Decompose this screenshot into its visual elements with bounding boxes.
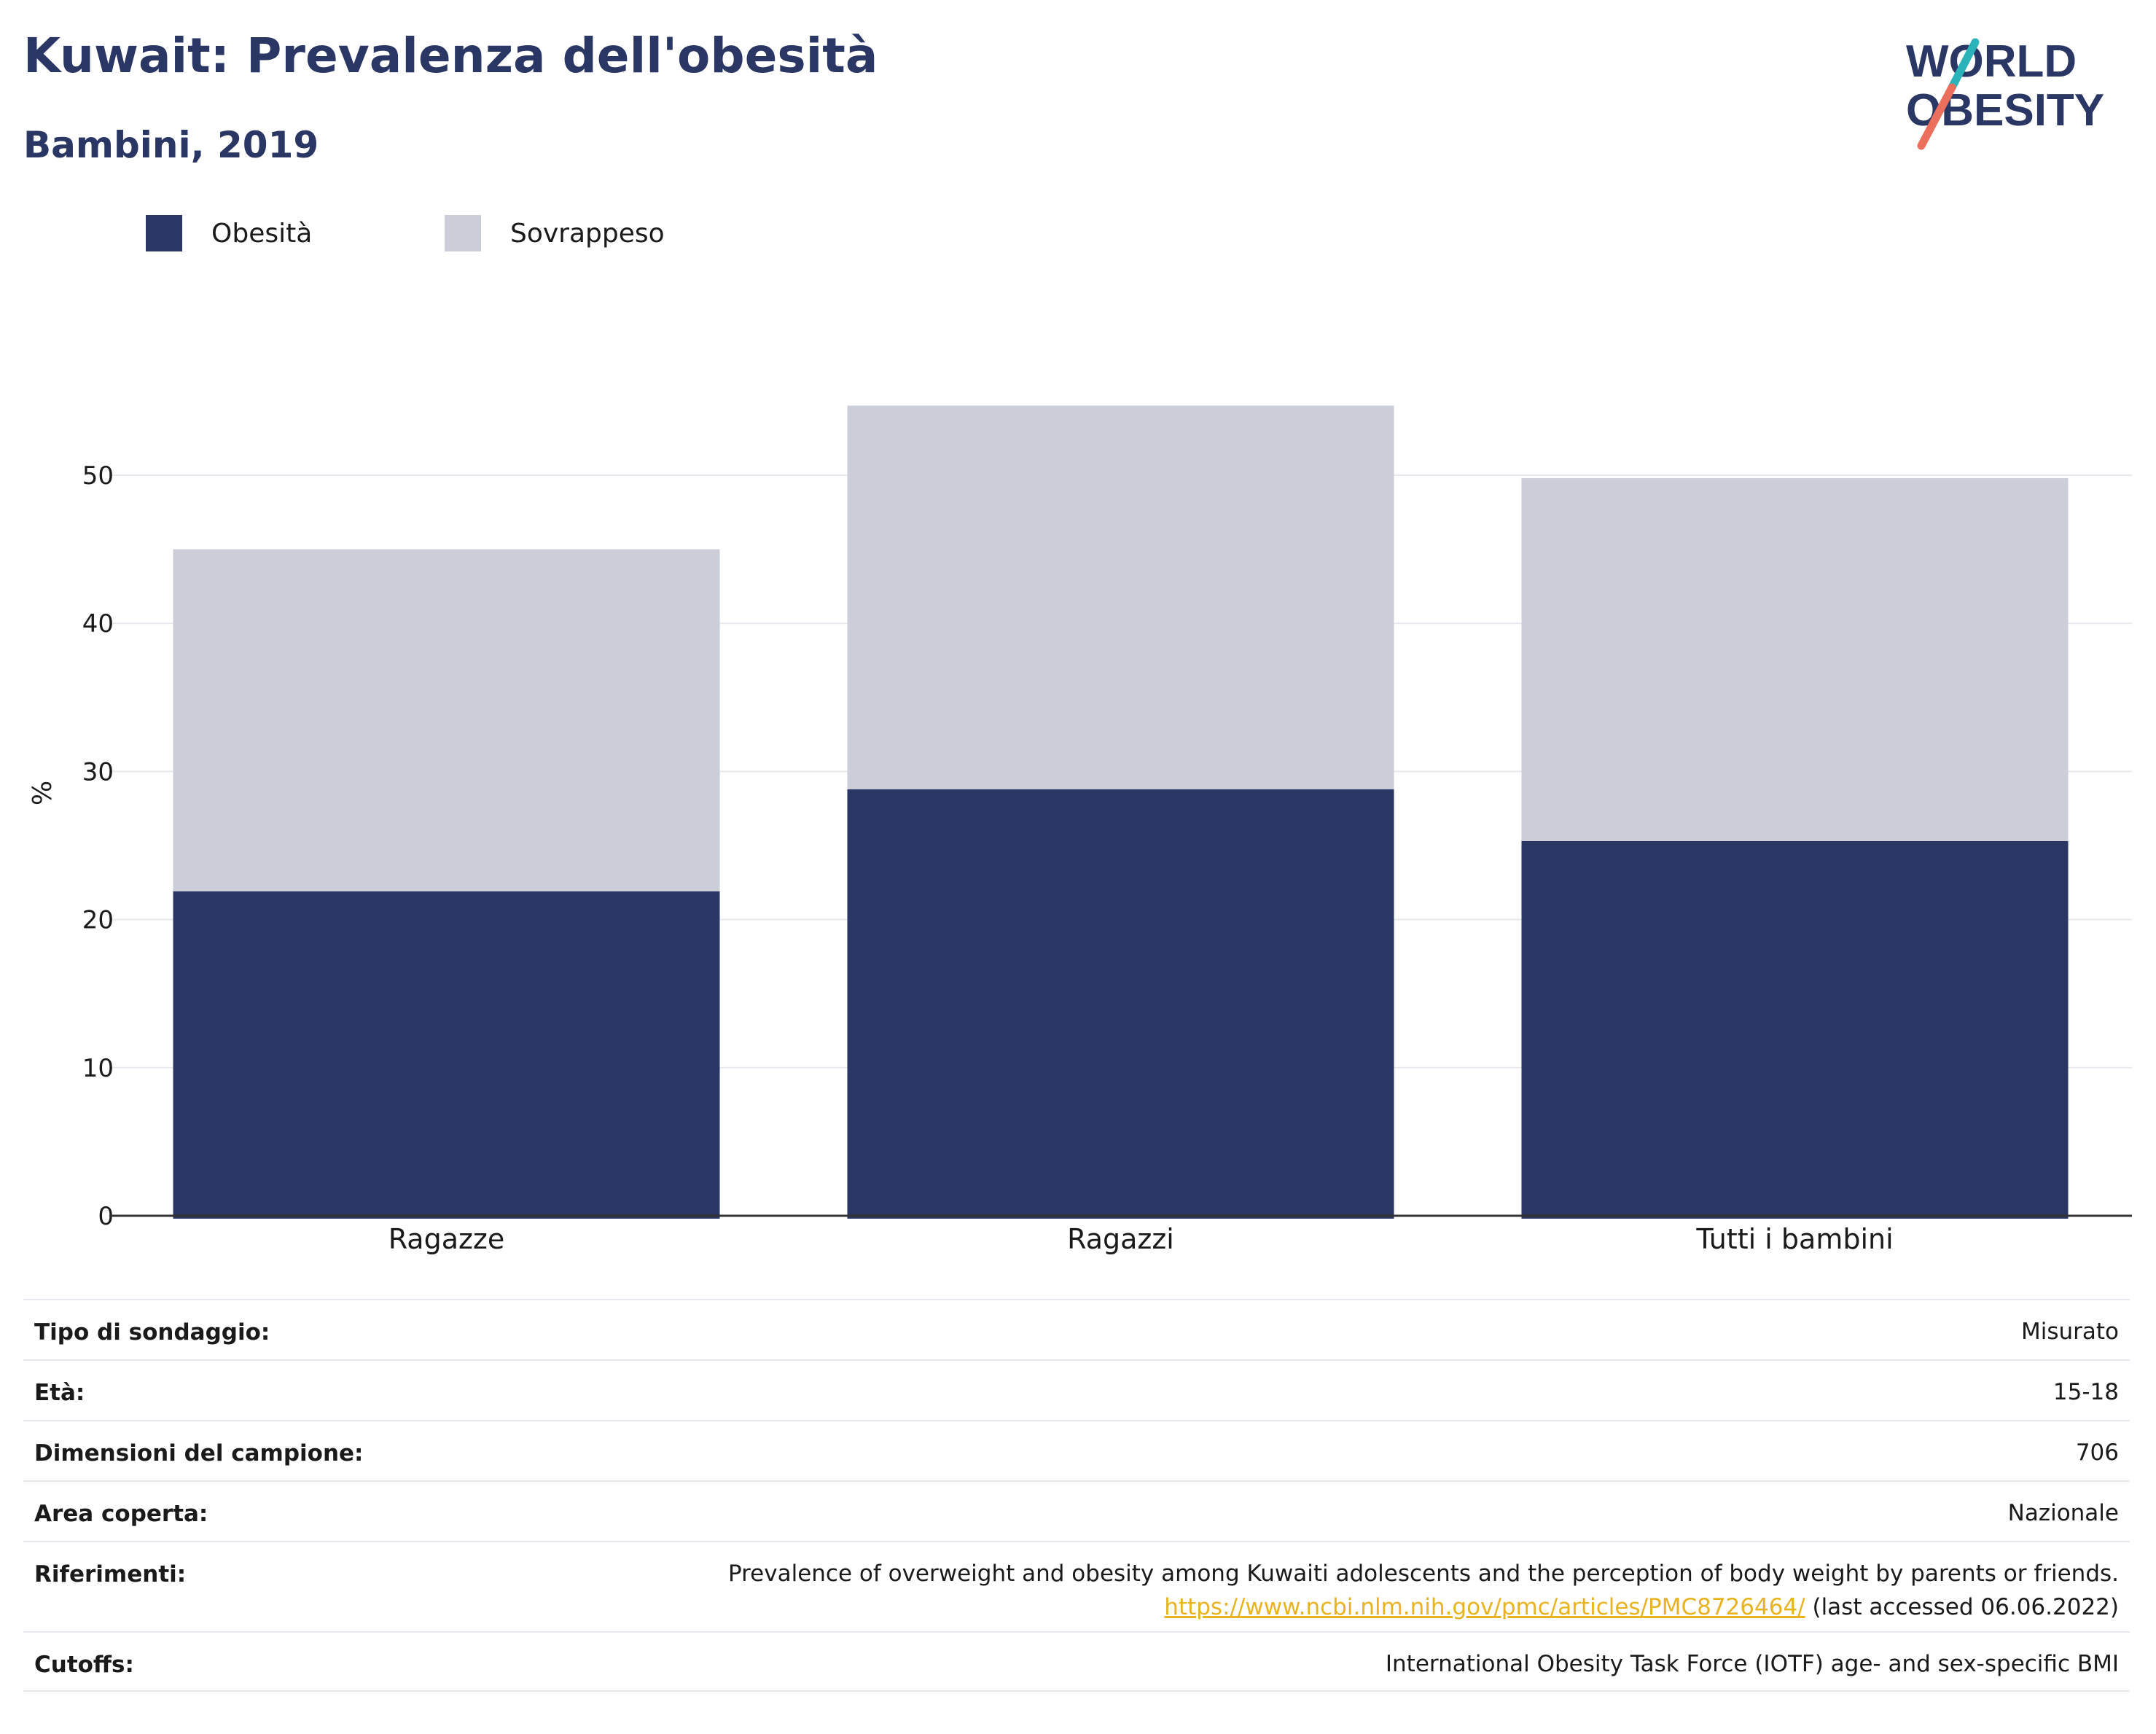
x-tick-label-2: Ragazzi <box>1067 1223 1174 1255</box>
meta-value-references: Prevalence of overweight and obesity amo… <box>728 1557 2119 1624</box>
y-tick-label-0: 0 <box>98 1202 114 1231</box>
meta-label-sample-size: Dimensioni del campione: <box>34 1440 364 1467</box>
meta-value-area: Nazionale <box>2007 1500 2119 1526</box>
survey-details-table: Tipo di sondaggio: Misurato Età: 15-18 D… <box>23 1299 2130 1692</box>
x-tick-label-1: Ragazze <box>388 1223 505 1255</box>
y-tick-label-10: 10 <box>82 1054 114 1083</box>
meta-label-age: Età: <box>34 1380 85 1406</box>
meta-label-cutoffs: Cutoffs: <box>34 1652 134 1678</box>
meta-row-cutoffs: Cutoffs: International Obesity Task Forc… <box>23 1631 2130 1692</box>
y-tick-label-20: 20 <box>82 906 114 935</box>
chart-subtitle: Bambini, 2019 <box>23 124 319 166</box>
meta-row-sample-size: Dimensioni del campione: 706 <box>23 1420 2130 1480</box>
meta-row-references: Riferimenti: Prevalence of overweight an… <box>23 1541 2130 1631</box>
world-obesity-logo: WORLD OBESITY <box>1906 36 2104 150</box>
meta-value-age: 15-18 <box>2053 1379 2119 1405</box>
reference-link[interactable]: https://www.ncbi.nlm.nih.gov/pmc/article… <box>1164 1594 1805 1620</box>
meta-label-references: Riferimenti: <box>34 1561 187 1587</box>
meta-value-sample-size: 706 <box>2075 1440 2119 1466</box>
meta-row-age: Età: 15-18 <box>23 1359 2130 1420</box>
y-tick-label-30: 30 <box>82 757 114 786</box>
legend-label-obesity: Obesità <box>211 218 313 249</box>
reference-title: Prevalence of overweight and obesity amo… <box>727 1561 2119 1587</box>
meta-value-cutoffs: International Obesity Task Force (IOTF) … <box>1385 1651 2119 1677</box>
bar-overweight-1 <box>173 549 720 891</box>
meta-row-survey-type: Tipo di sondaggio: Misurato <box>23 1299 2130 1359</box>
y-tick-label-50: 50 <box>82 461 114 491</box>
chart-title: Kuwait: Prevalenza dell'obesità <box>23 28 878 84</box>
stacked-bar-chart: 0 10 20 30 40 50% Ragazze Ragazzi Tutti i bambin… <box>28 405 2132 1255</box>
x-tick-label-3: Tutti i bambini <box>1695 1223 1893 1255</box>
legend-item-overweight[interactable]: Sovrappeso <box>445 215 665 251</box>
meta-value-survey-type: Misurato <box>2020 1319 2119 1345</box>
meta-label-area: Area coperta: <box>34 1501 208 1527</box>
bar-obesity-3 <box>1521 840 2069 1219</box>
legend-swatch-obesity <box>146 215 182 251</box>
meta-label-survey-type: Tipo di sondaggio: <box>34 1319 270 1346</box>
y-axis-title: % <box>28 781 58 805</box>
reference-accessed: (last accessed 06.06.2022) <box>1805 1594 2119 1620</box>
meta-row-area: Area coperta: Nazionale <box>23 1480 2130 1541</box>
legend-item-obesity[interactable]: Obesità <box>146 215 312 251</box>
legend-label-overweight: Sovrappeso <box>510 218 665 249</box>
bar-obesity-2 <box>847 789 1394 1219</box>
legend-swatch-overweight <box>445 215 481 251</box>
logo-slash-teal <box>1948 38 1980 92</box>
logo-word-world: WORLD <box>1906 36 2077 87</box>
reference-link-line: https://www.ncbi.nlm.nih.gov/pmc/article… <box>728 1590 2119 1624</box>
bar-overweight-3 <box>1521 478 2069 841</box>
bar-obesity-1 <box>173 891 720 1219</box>
logo-slash-coral <box>1917 83 1956 150</box>
bar-overweight-2 <box>847 405 1394 789</box>
y-tick-label-40: 40 <box>82 609 114 638</box>
